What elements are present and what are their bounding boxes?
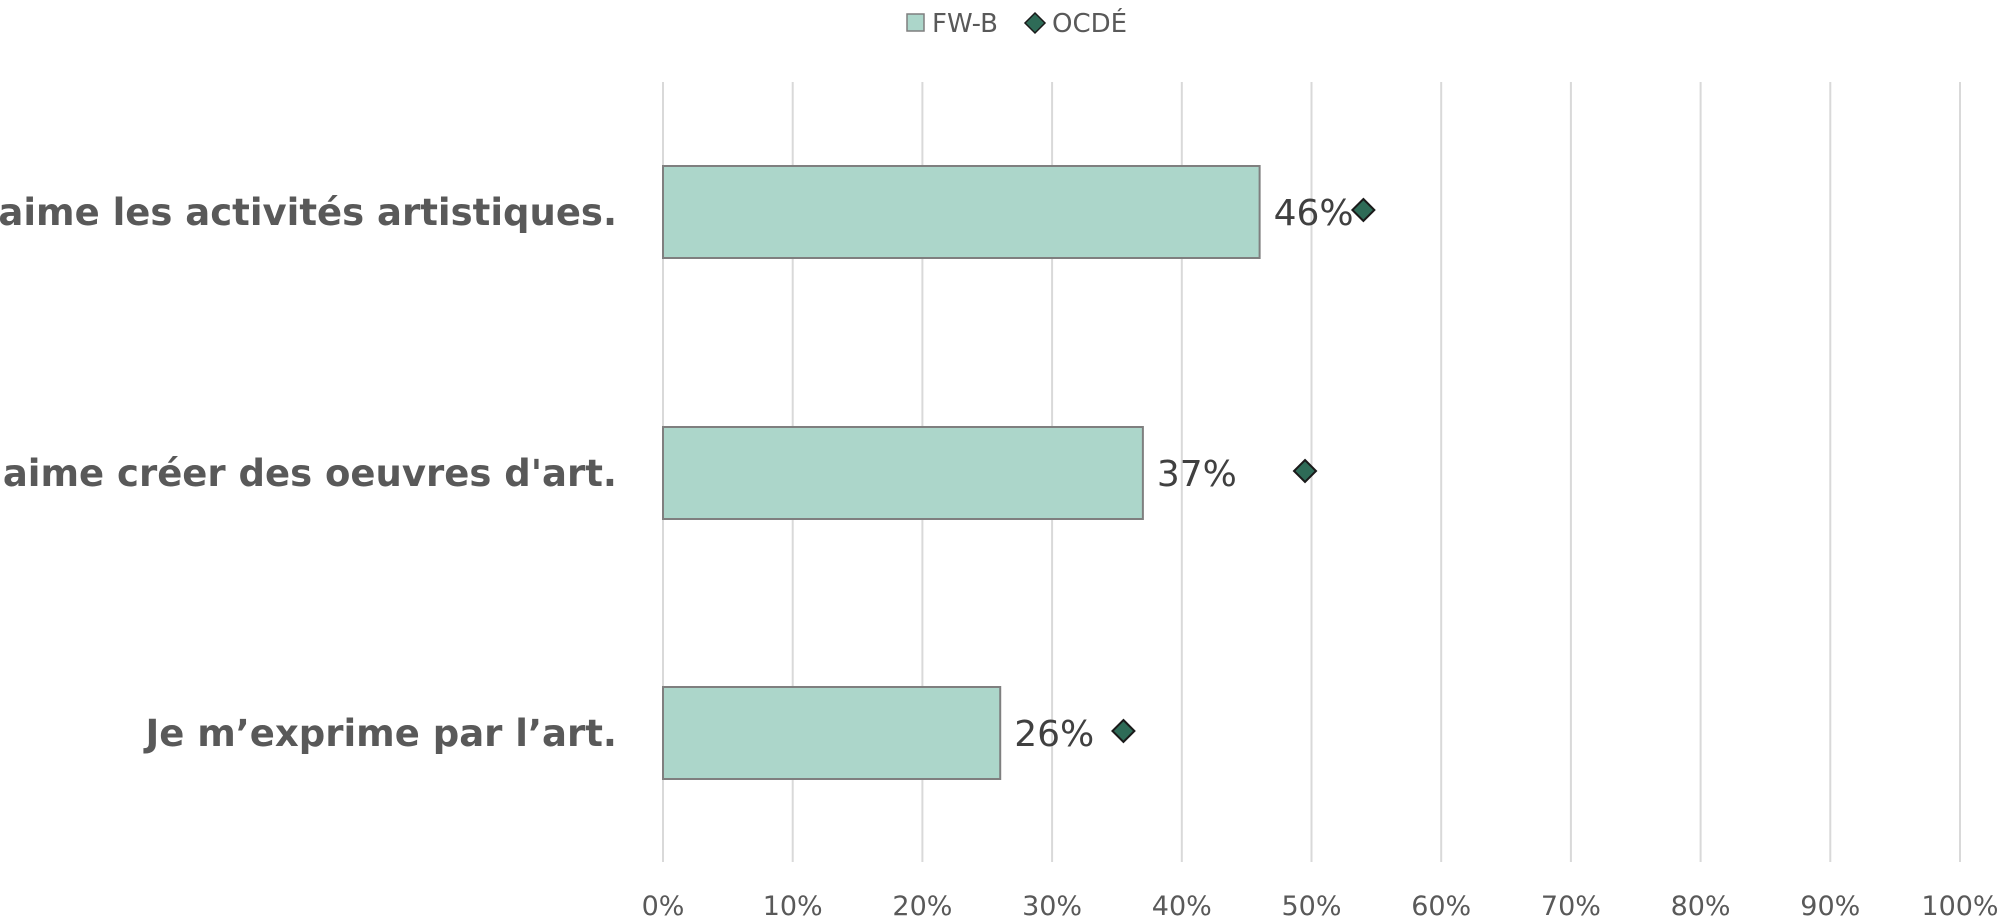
x-tick-label: 80% <box>1671 891 1731 918</box>
x-tick-label: 0% <box>642 891 685 918</box>
markers <box>1111 197 1376 744</box>
x-tick-label: 20% <box>892 891 952 918</box>
category-label: J’aime créer des oeuvres d'art. <box>0 452 617 495</box>
x-tick-label: 100% <box>1921 891 1998 918</box>
data-label: 46% <box>1274 193 1354 234</box>
ocde-marker <box>1292 458 1318 484</box>
x-tick-label: 50% <box>1281 891 1341 918</box>
x-tick-label: 10% <box>763 891 823 918</box>
legend-label-fw-b: FW-B <box>932 9 998 39</box>
bars <box>662 165 1261 780</box>
legend-label-ocde: OCDÉ <box>1052 7 1127 39</box>
legend-diamond-ocde <box>1023 11 1047 35</box>
ocde-marker <box>1350 197 1376 223</box>
legend-swatch-fw-b <box>906 13 925 32</box>
category-labels: J’aime les activités artistiques. J’aime … <box>0 191 617 755</box>
x-tick-label: 40% <box>1152 891 1212 918</box>
x-tick-label: 30% <box>1022 891 1082 918</box>
x-tick-label: 70% <box>1541 891 1601 918</box>
x-tick-labels: 0% 10% 20% 30% 40% 50% 60% 70% 80% 90% 100% <box>642 891 1999 918</box>
bar <box>662 426 1144 520</box>
bar <box>662 686 1002 780</box>
ocde-marker <box>1111 718 1136 744</box>
legend: FW-B OCDÉ <box>906 7 1127 39</box>
data-label: 37% <box>1157 454 1237 495</box>
category-label: Je m’exprime par l’art. <box>142 712 617 755</box>
category-label: J’aime les activités artistiques. <box>0 191 617 234</box>
x-tick-label: 60% <box>1411 891 1471 918</box>
data-label: 26% <box>1014 714 1094 755</box>
bar <box>662 165 1261 259</box>
x-tick-label: 90% <box>1800 891 1860 918</box>
data-labels: 46% 37% 26% <box>1014 193 1353 755</box>
